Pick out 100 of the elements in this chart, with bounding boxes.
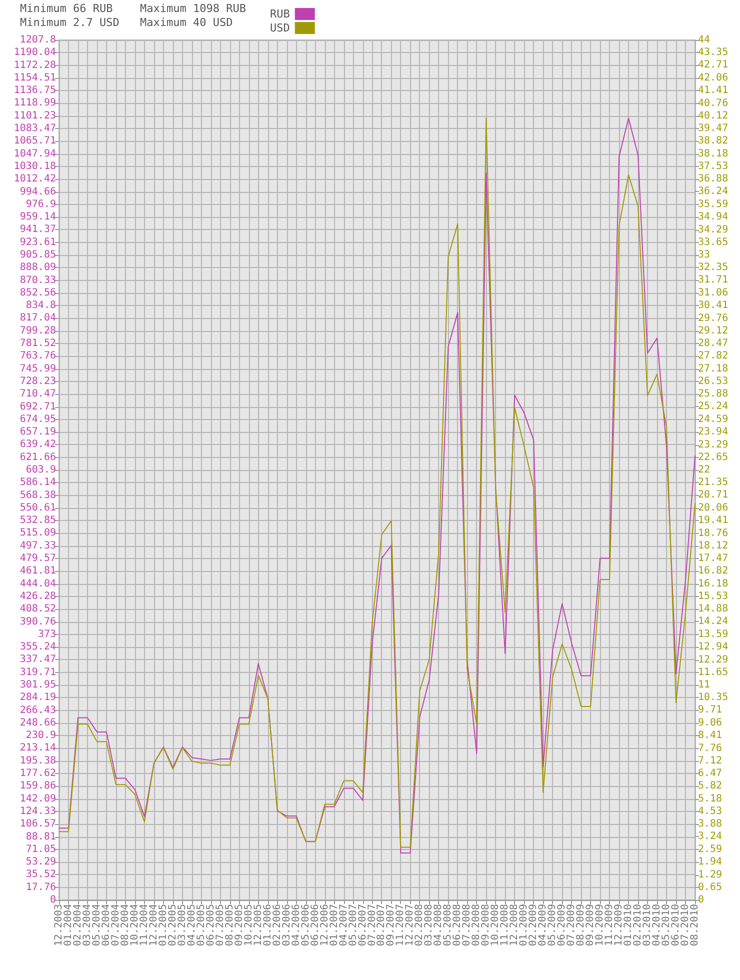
y-tick-label: 337.47 xyxy=(20,654,56,666)
y2-tick-label: 22.65 xyxy=(698,452,728,463)
y-tick-label: 461.81 xyxy=(20,566,56,577)
y2-tick-label: 38.18 xyxy=(698,148,728,160)
y-tick-label: 1136.75 xyxy=(14,85,56,96)
x-tick-label: 08.2007 xyxy=(376,904,388,946)
text: Minimum 66 RUB xyxy=(20,2,114,15)
text: Maximum 1098 RUB xyxy=(140,2,246,15)
x-tick-label: 07.2008 xyxy=(462,904,473,946)
x-tick-label: 12.2005 xyxy=(252,904,264,946)
y2-tick-label: 42.06 xyxy=(698,72,728,84)
y-tick-label: 248.66 xyxy=(20,717,56,728)
x-tick-label: 04.2005 xyxy=(186,904,198,946)
y2-tick-label: 1.29 xyxy=(698,869,722,880)
y-tick-label: 550.61 xyxy=(20,502,56,514)
y2-tick-label: 32.35 xyxy=(698,262,728,274)
y-tick-label: 177.62 xyxy=(20,768,56,780)
y2-tick-label: 22 xyxy=(698,464,710,476)
y2-tick-label: 35.59 xyxy=(698,198,728,210)
y-tick-label: 763.76 xyxy=(20,350,56,362)
y2-tick-label: 29.12 xyxy=(698,325,728,336)
y-tick-label: 444.04 xyxy=(20,578,56,590)
x-tick-label: 01.2006 xyxy=(262,904,274,946)
x-tick-label: 09.2007 xyxy=(386,904,397,946)
y2-tick-label: 36.24 xyxy=(698,186,728,198)
y-tick-label: 781.52 xyxy=(20,338,56,350)
y2-tick-label: 23.29 xyxy=(698,439,728,450)
y-tick-label: 603.9 xyxy=(26,464,56,476)
y-tick-label: 941.37 xyxy=(20,224,56,236)
y-tick-label: 142.09 xyxy=(20,793,56,804)
x-tick-label: 01.2004 xyxy=(62,904,74,946)
y-tick-label: 710.47 xyxy=(20,388,56,400)
y-tick-label: 497.33 xyxy=(20,540,56,552)
y2-tick-label: 31.06 xyxy=(698,287,728,298)
y2-tick-label: 11.65 xyxy=(698,666,728,678)
x-tick-label: 09.2005 xyxy=(234,904,245,946)
y2-tick-label: 3.24 xyxy=(698,831,722,842)
y-tick-label: 905.85 xyxy=(20,250,56,260)
y2-tick-label: 38.82 xyxy=(698,136,728,147)
y2-tick-label: 18.76 xyxy=(698,528,728,539)
y-tick-label: 355.24 xyxy=(20,642,56,653)
y-tick-label: 319.71 xyxy=(20,666,56,678)
y-tick-label: 1207.8 xyxy=(20,34,56,46)
y2-tick-label: 24.59 xyxy=(698,414,728,425)
y2-tick-label: 34.29 xyxy=(698,224,728,236)
y-tick-label: 301.95 xyxy=(20,680,56,690)
y2-tick-label: 16.82 xyxy=(698,566,728,577)
y2-tick-label: 20.71 xyxy=(698,490,728,501)
x-tick-label: 03.2005 xyxy=(176,904,188,946)
y2-tick-label: 11 xyxy=(698,680,710,690)
y2-tick-label: 37.53 xyxy=(698,160,728,172)
x-tick-label: 04.2009 xyxy=(538,904,549,946)
x-tick-label: 07.2005 xyxy=(214,904,226,946)
y2-tick-label: 7.12 xyxy=(698,755,722,766)
y-tick-label: 834.8 xyxy=(26,300,56,312)
text: Maximum 40 USD xyxy=(140,16,233,29)
x-tick-label: 05.2007 xyxy=(348,904,359,946)
y-tick-label: 426.28 xyxy=(20,590,56,602)
y-tick-label: 888.09 xyxy=(20,262,56,274)
y-tick-label: 1190.04 xyxy=(14,47,56,58)
y-tick-label: 1101.23 xyxy=(14,110,56,122)
x-tick-label: 11.2004 xyxy=(138,904,150,946)
x-tick-label: 04.2006 xyxy=(290,904,302,946)
y-tick-label: 373 xyxy=(38,628,56,640)
x-tick-label: 12.2008 xyxy=(509,904,520,946)
y-tick-label: 674.95 xyxy=(20,414,56,425)
y-tick-label: 88.81 xyxy=(26,831,56,842)
x-tick-label: 07.2009 xyxy=(566,904,578,946)
y-tick-label: 408.52 xyxy=(20,604,56,615)
y2-tick-label: 41.41 xyxy=(698,85,728,96)
x-tick-label: 09.2009 xyxy=(585,904,596,946)
y2-tick-label: 28.47 xyxy=(698,338,728,350)
y-tick-label: 870.33 xyxy=(20,274,56,286)
y-tick-label: 1047.94 xyxy=(14,148,56,160)
x-tick-label: 05.2009 xyxy=(547,904,558,946)
y-tick-label: 817.04 xyxy=(20,312,56,324)
x-tick-label: 06.2004 xyxy=(100,904,112,946)
y-tick-label: 692.71 xyxy=(20,401,56,412)
x-tick-label: 10.2009 xyxy=(594,904,606,946)
y2-tick-label: 27.82 xyxy=(698,350,728,362)
y2-tick-label: 8.41 xyxy=(698,730,722,742)
y-tick-label: 71.05 xyxy=(26,844,56,855)
y2-tick-label: 31.71 xyxy=(698,274,728,286)
y2-tick-label: 10.35 xyxy=(698,692,728,704)
x-tick-label: 01.2009 xyxy=(518,904,530,946)
y2-tick-label: 7.76 xyxy=(698,742,722,754)
x-tick-label: 02.2010 xyxy=(632,904,644,946)
x-tick-label: 04.2007 xyxy=(338,904,350,946)
y2-tick-label: 12.94 xyxy=(698,642,728,653)
x-tick-label: 03.2004 xyxy=(82,904,93,946)
y2-tick-label: 14.88 xyxy=(698,604,728,615)
x-tick-label: 11.2009 xyxy=(604,904,616,946)
y2-tick-label: 5.82 xyxy=(698,780,722,792)
x-tick-label: 04.2008 xyxy=(433,904,444,946)
y2-tick-label: 43.35 xyxy=(698,47,728,58)
y-tick-label: 159.86 xyxy=(20,780,56,792)
x-tick-label: 10.2004 xyxy=(129,904,140,946)
y2-tick-label: 27.18 xyxy=(698,363,728,374)
y2-tick-label: 44 xyxy=(698,34,710,46)
x-tick-label: 05.2008 xyxy=(442,904,454,946)
